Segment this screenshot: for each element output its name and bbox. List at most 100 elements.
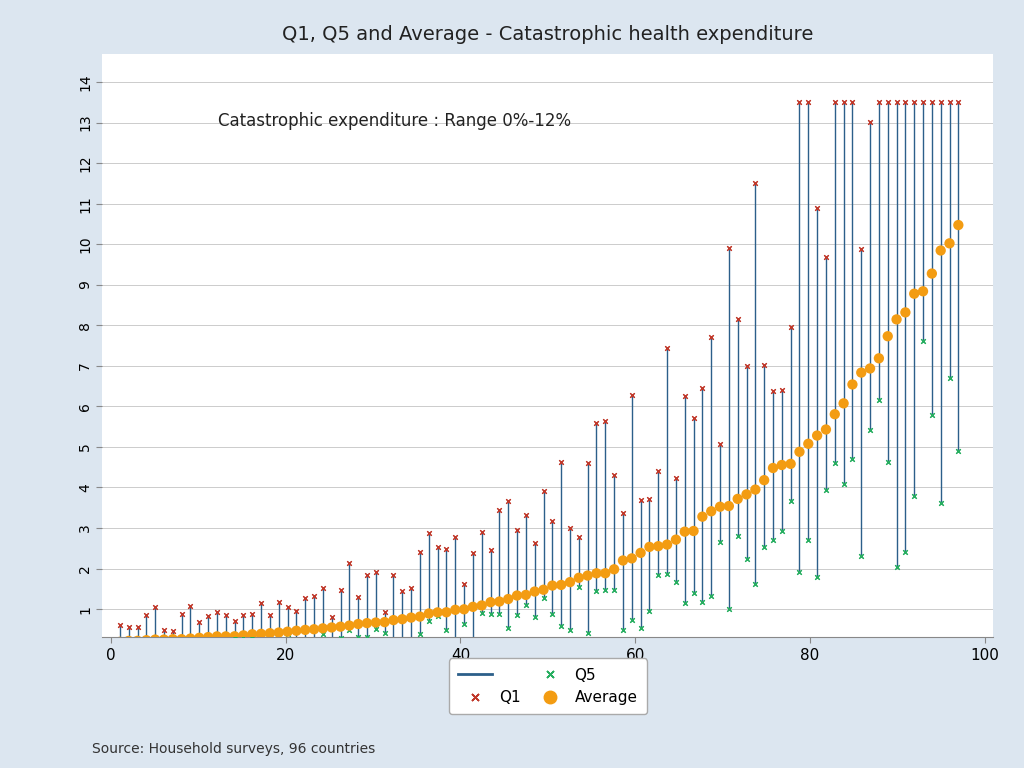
- Point: [924, 409, 940, 421]
- Point: [614, 624, 631, 636]
- Text: Source: Household surveys, 96 countries: Source: Household surveys, 96 countries: [92, 743, 376, 756]
- Point: [358, 631, 375, 643]
- Point: [350, 591, 367, 603]
- Point: [606, 563, 623, 575]
- Point: [941, 237, 957, 250]
- Point: [191, 631, 208, 644]
- Point: [685, 525, 701, 537]
- Point: [385, 635, 401, 647]
- Point: [262, 609, 279, 621]
- Point: [703, 505, 720, 518]
- Point: [438, 624, 455, 636]
- Point: [765, 462, 781, 474]
- Point: [553, 620, 569, 632]
- Point: [112, 618, 128, 631]
- Point: [933, 496, 949, 508]
- Point: [262, 637, 279, 649]
- Point: [836, 478, 852, 490]
- Point: [712, 501, 728, 513]
- Point: [614, 507, 631, 519]
- Point: [748, 483, 764, 495]
- Point: [500, 593, 516, 605]
- Point: [933, 244, 949, 257]
- Text: Catastrophic expenditure : Range 0%-12%: Catastrophic expenditure : Range 0%-12%: [218, 112, 571, 130]
- Point: [182, 601, 199, 613]
- Point: [544, 515, 560, 527]
- Point: [226, 630, 243, 642]
- Point: [129, 634, 145, 647]
- Point: [818, 251, 835, 263]
- Point: [465, 547, 481, 559]
- Point: [358, 617, 375, 629]
- Point: [191, 637, 208, 650]
- Point: [191, 616, 208, 628]
- Point: [633, 547, 649, 559]
- Point: [518, 509, 535, 521]
- Point: [658, 342, 675, 354]
- Point: [165, 625, 181, 637]
- Point: [377, 616, 393, 628]
- Point: [897, 545, 913, 558]
- Point: [897, 306, 913, 319]
- Point: [473, 599, 489, 611]
- Point: [447, 604, 464, 616]
- Point: [544, 608, 560, 621]
- Point: [580, 569, 596, 581]
- Point: [685, 587, 701, 599]
- Point: [350, 617, 367, 630]
- Point: [588, 584, 604, 597]
- Point: [402, 581, 419, 594]
- Point: [377, 627, 393, 639]
- Point: [394, 636, 411, 648]
- Point: [765, 533, 781, 545]
- Point: [870, 394, 887, 406]
- Point: [518, 598, 535, 611]
- Point: [429, 606, 445, 618]
- Point: [129, 636, 145, 648]
- Point: [200, 638, 216, 650]
- Point: [950, 219, 967, 231]
- Point: [138, 609, 155, 621]
- Point: [314, 627, 331, 640]
- Point: [633, 495, 649, 507]
- Point: [121, 635, 137, 647]
- Point: [385, 568, 401, 581]
- Point: [941, 372, 957, 385]
- Point: [324, 621, 340, 634]
- Point: [800, 96, 816, 108]
- Point: [756, 359, 772, 371]
- Point: [253, 597, 269, 609]
- Point: [677, 525, 693, 538]
- Point: [236, 629, 252, 641]
- Point: [792, 96, 808, 108]
- Legend: , Q1, Q5, Average: , Q1, Q5, Average: [449, 658, 647, 714]
- Point: [889, 561, 905, 573]
- Point: [473, 526, 489, 538]
- Point: [588, 417, 604, 429]
- Point: [773, 458, 790, 471]
- Point: [447, 531, 464, 544]
- Point: [270, 627, 287, 639]
- Point: [712, 438, 728, 450]
- Point: [280, 626, 296, 638]
- Point: [280, 601, 296, 614]
- Point: [570, 531, 587, 543]
- Point: [288, 636, 304, 648]
- Point: [209, 631, 225, 643]
- Point: [165, 633, 181, 645]
- Point: [412, 546, 428, 558]
- Point: [738, 488, 755, 501]
- Point: [553, 579, 569, 591]
- Point: [306, 637, 323, 649]
- Point: [394, 585, 411, 598]
- Point: [341, 620, 357, 632]
- Point: [800, 438, 816, 450]
- Point: [703, 331, 720, 343]
- Point: [792, 445, 808, 458]
- Point: [377, 606, 393, 618]
- Point: [509, 524, 525, 536]
- Point: [677, 597, 693, 609]
- Point: [297, 592, 313, 604]
- Point: [862, 362, 879, 375]
- Point: [147, 634, 164, 646]
